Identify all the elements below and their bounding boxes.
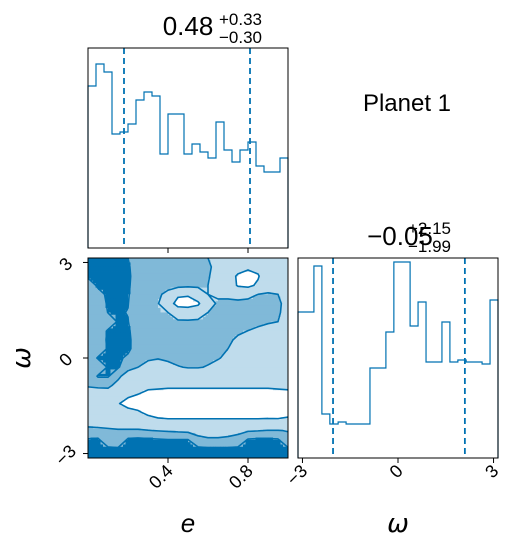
axes-frame-e <box>87 47 289 249</box>
title-e-median: 0.48 <box>163 11 214 41</box>
ylabel-omega: ω <box>7 347 37 369</box>
panel-omega-histogram: −3 0 3 −0.05 +2.15 −1.99 ω <box>283 219 503 539</box>
hist-w-marks <box>297 258 499 458</box>
panel-contour: 0.4 0.8 −3 0 3 e ω <box>7 254 289 538</box>
contour-yticks: −3 0 3 <box>51 254 88 470</box>
hist-e-ticks <box>167 248 249 253</box>
contour-lines <box>88 258 288 449</box>
contour-line-level-1 <box>88 258 288 439</box>
contour-fills <box>88 258 288 458</box>
axes-frame-omega <box>297 257 499 459</box>
title-e: 0.48 <box>163 11 214 41</box>
contour-line-level-2 <box>88 258 288 449</box>
title-e-minus: −0.30 <box>219 28 262 47</box>
contour-ytick-label-2: 3 <box>55 254 76 275</box>
contour-xticks: 0.4 0.8 <box>145 458 257 493</box>
omega-tick-label-2: 3 <box>481 461 502 482</box>
contour-xtick-label-0: 0.4 <box>145 461 177 493</box>
omega-tick-label-1: 0 <box>386 461 407 482</box>
title-omega: −0.05 <box>367 221 433 251</box>
title-omega-plus: +2.15 <box>408 219 451 238</box>
contour-ytick-label-0: −3 <box>51 441 80 470</box>
panel-e-histogram: 0.48 +0.33 −0.30 <box>87 10 289 253</box>
hist-e-marks <box>87 48 289 248</box>
contour-ytick-label-1: 0 <box>55 349 76 370</box>
omega-tick-label-0: −3 <box>283 461 312 490</box>
e-histogram-step <box>87 63 289 248</box>
title-omega-minus: −1.99 <box>408 237 451 256</box>
xlabel-omega: ω <box>387 509 409 539</box>
contour-fill-cells <box>88 258 288 458</box>
title-e-plus: +0.33 <box>219 10 262 29</box>
contour-line-level-0 <box>118 269 288 420</box>
planet-label: Planet 1 <box>363 90 451 117</box>
omega-histogram-step <box>297 261 499 458</box>
contour-xtick-label-1: 0.8 <box>225 461 257 493</box>
title-omega-median: −0.05 <box>367 221 433 251</box>
xlabel-e: e <box>181 508 195 538</box>
hist-w-ticks: −3 0 3 <box>283 458 502 490</box>
